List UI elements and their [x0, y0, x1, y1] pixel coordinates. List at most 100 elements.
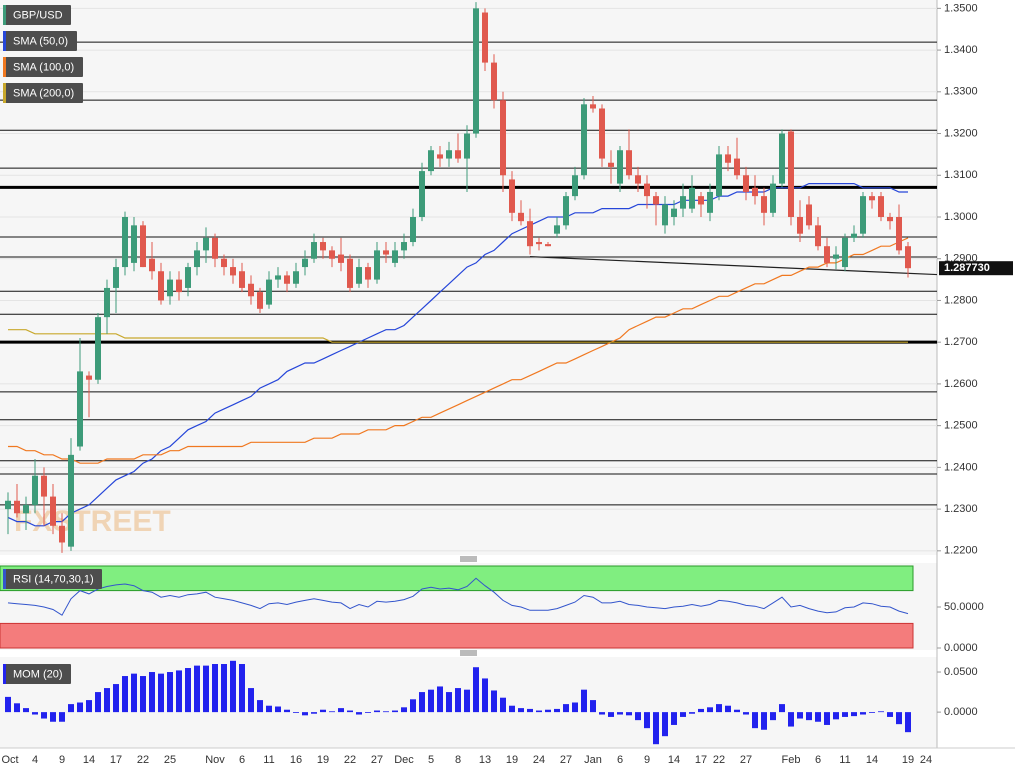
mom-bar: [365, 712, 371, 713]
candle-body: [833, 254, 839, 259]
mom-bar: [842, 712, 848, 717]
mom-bar: [275, 706, 281, 713]
candle-body: [635, 175, 641, 184]
candle-body: [653, 196, 659, 205]
mom-bar: [608, 712, 614, 717]
mom-bar: [662, 712, 668, 737]
mom-bar: [77, 702, 83, 713]
mom-bar: [644, 712, 650, 729]
candle-body: [491, 62, 497, 101]
mom-bar: [392, 710, 398, 713]
mom-bar: [860, 712, 866, 715]
mom-bar: [311, 712, 317, 714]
mom-bar: [815, 712, 821, 722]
mom-bar: [185, 668, 191, 713]
mom-bar: [707, 707, 713, 713]
candle-body: [68, 454, 74, 547]
mom-bar: [113, 684, 119, 713]
mom-bar: [194, 665, 200, 713]
candle-body: [131, 225, 137, 263]
mom-bar: [446, 692, 452, 713]
candle-body: [365, 267, 371, 280]
candle-body: [590, 104, 596, 109]
x-tick-label: Dec: [394, 754, 414, 766]
mom-bar: [149, 672, 155, 713]
mom-bar: [599, 712, 605, 715]
mom-bar: [500, 697, 506, 713]
candle-body: [230, 267, 236, 276]
mom-bar: [32, 712, 38, 715]
legend-box: [3, 569, 102, 589]
legend-label: SMA (200,0): [13, 87, 74, 99]
mom-bar: [752, 712, 758, 729]
mom-bar: [203, 665, 209, 713]
oversold-band: [0, 622, 914, 649]
candle-body: [14, 500, 20, 514]
candle-body: [446, 150, 452, 159]
mom-bar: [878, 711, 884, 713]
candle-body: [788, 131, 794, 217]
candle-body: [239, 271, 245, 288]
x-tick-label: 13: [479, 754, 491, 766]
mom-bar: [104, 688, 110, 713]
mom-bar: [356, 712, 362, 715]
candle-body: [86, 375, 92, 380]
candle-body: [338, 254, 344, 263]
mom-bar: [581, 689, 587, 713]
mom-bar: [572, 702, 578, 713]
mom-bar: [455, 688, 461, 713]
candle-body: [806, 204, 812, 226]
sma-line: [8, 237, 909, 464]
candle-body: [896, 216, 902, 251]
candle-body: [23, 504, 29, 514]
mom-bar: [473, 667, 479, 713]
mom-bar: [95, 692, 101, 713]
candle-body: [824, 246, 830, 263]
candle-body: [59, 525, 65, 543]
mom-bar: [851, 712, 857, 717]
candle-body: [554, 225, 560, 234]
candle-body: [527, 221, 533, 247]
mom-bar: [248, 688, 254, 713]
legend-swatch: [3, 83, 6, 103]
mom-bar: [482, 678, 488, 713]
mom-bar: [554, 708, 560, 713]
x-tick-label: 27: [740, 754, 752, 766]
mom-bar: [716, 704, 722, 713]
mom-bar: [734, 709, 740, 713]
mom-bar: [491, 690, 497, 713]
candle-body: [815, 225, 821, 247]
candle-body: [887, 216, 893, 222]
mom-bar: [905, 712, 911, 733]
candle-body: [419, 171, 425, 217]
mom-bar: [293, 712, 299, 713]
candle-body: [194, 250, 200, 268]
candle-body: [257, 292, 263, 309]
mom-bar: [140, 676, 146, 713]
candle-body: [410, 216, 416, 243]
candle-body: [41, 475, 47, 497]
candle-body: [320, 242, 326, 251]
y-tick-label: 1.3000: [944, 211, 978, 223]
mom-bar: [680, 712, 686, 717]
mom-bar: [320, 709, 326, 713]
panel-grip: [460, 650, 477, 656]
mom-bar: [284, 709, 290, 713]
mom-bar: [401, 707, 407, 713]
mom-bar: [869, 712, 875, 713]
y-tick-label: 1.3200: [944, 127, 978, 139]
mom-bar: [887, 712, 893, 717]
candle-body: [50, 496, 56, 526]
candle-body: [32, 475, 38, 505]
x-tick-label: Feb: [782, 754, 801, 766]
x-tick-label: 9: [644, 754, 650, 766]
x-tick-label: 9: [59, 754, 65, 766]
mom-bar: [167, 672, 173, 713]
mom-bar: [725, 705, 731, 713]
mom-bar: [653, 712, 659, 745]
legend-swatch: [3, 664, 6, 684]
candle-body: [455, 150, 461, 159]
candle-body: [797, 216, 803, 234]
candle-body: [644, 183, 650, 197]
